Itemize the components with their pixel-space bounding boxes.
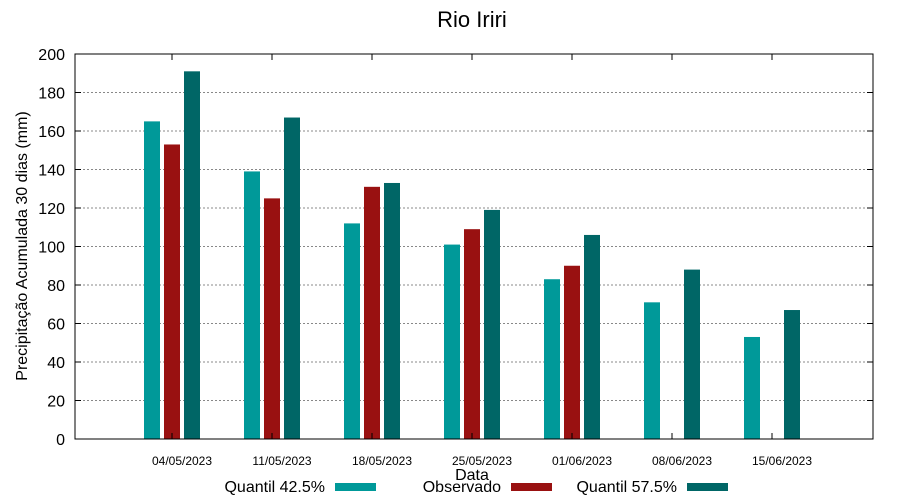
bar — [144, 121, 160, 439]
y-tick-label: 0 — [56, 432, 65, 449]
x-axis-ticks: 04/05/2023 11/05/2023 18/05/2023 25/05/2023… — [152, 54, 812, 468]
y-tick-label: 140 — [38, 163, 65, 180]
y-axis-title: Precipitação Acumulada 30 dias (mm) — [14, 111, 31, 380]
y-axis-ticks: 0 20 40 60 80 100 120 140 160 180 200 — [38, 47, 873, 449]
bar — [284, 117, 300, 440]
y-tick-label: 200 — [38, 47, 65, 64]
chart-title: Rio Iriri — [437, 7, 507, 32]
legend-swatch — [511, 483, 552, 491]
bar — [384, 182, 400, 439]
x-tick-label: 01/06/2023 — [552, 454, 612, 468]
bar — [784, 310, 800, 439]
x-tick-label: 04/05/2023 — [152, 454, 212, 468]
bar — [364, 186, 380, 439]
y-tick-label: 120 — [38, 201, 65, 218]
legend-swatch — [687, 483, 728, 491]
legend-label: Quantil 57.5% — [576, 479, 677, 496]
bar — [744, 336, 760, 439]
y-tick-label: 160 — [38, 124, 65, 141]
y-tick-label: 180 — [38, 86, 65, 103]
bar — [584, 234, 600, 439]
legend: Quantil 42.5% Observado Quantil 57.5% — [224, 479, 728, 496]
y-tick-label: 20 — [47, 394, 65, 411]
x-tick-label: 15/06/2023 — [752, 454, 812, 468]
y-tick-label: 60 — [47, 317, 65, 334]
x-tick-label: 25/05/2023 — [452, 454, 512, 468]
y-tick-label: 80 — [47, 278, 65, 295]
bar — [464, 229, 480, 439]
x-tick-label: 11/05/2023 — [252, 454, 311, 468]
bar — [444, 244, 460, 439]
legend-label: Quantil 42.5% — [224, 479, 325, 496]
x-axis-title: Data — [455, 467, 489, 484]
grid-lines — [75, 92, 873, 401]
bar — [644, 302, 660, 439]
legend-swatch — [335, 483, 376, 491]
bar — [544, 279, 560, 439]
bar — [684, 269, 700, 439]
x-tick-label: 18/05/2023 — [352, 454, 412, 468]
bar — [564, 265, 580, 439]
bars — [144, 71, 800, 440]
x-tick-label: 08/06/2023 — [652, 454, 712, 468]
bar — [164, 144, 180, 439]
legend-label: Observado — [423, 479, 501, 496]
bar — [344, 223, 360, 439]
bar — [264, 198, 280, 439]
bar — [484, 209, 500, 439]
bar — [244, 171, 260, 440]
bar — [184, 71, 200, 439]
y-tick-label: 40 — [47, 355, 65, 372]
y-tick-label: 100 — [38, 240, 65, 257]
